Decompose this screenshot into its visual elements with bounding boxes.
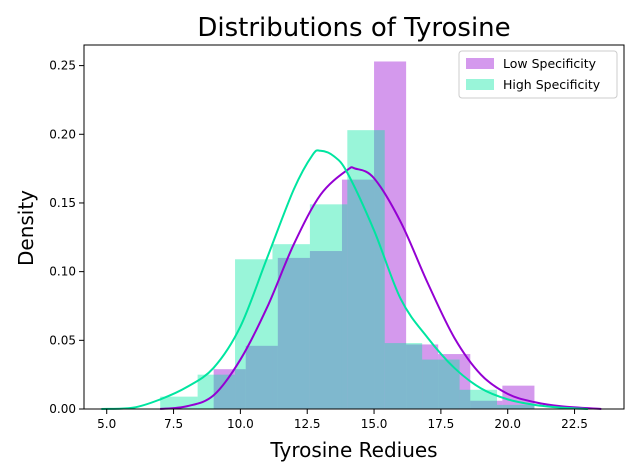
- series-2-bars: [160, 130, 535, 409]
- histogram-bar-2-4: [272, 244, 310, 409]
- histogram-bar-1-4: [309, 251, 342, 409]
- plot-area: 5.0 7.5 10.0 12.5 15.0 17.5 20.0 22.5 0.00 0.05 0.…: [49, 44, 625, 431]
- histogram-bar-1-8: [438, 354, 471, 409]
- histogram-bar-1-3: [277, 257, 310, 409]
- legend-label-2: High Specificity: [503, 77, 601, 92]
- x-tick-label-8: 22.5: [561, 417, 588, 431]
- kde-curve-2: [101, 149, 588, 410]
- histogram-bar-1-9: [470, 400, 503, 409]
- x-tick-label-6: 17.5: [428, 417, 455, 431]
- x-tick-label-2: 7.5: [164, 417, 183, 431]
- y-tick-label-1: 0.00: [49, 402, 76, 416]
- series-1-bars: [213, 61, 535, 409]
- histogram-bar-1-2: [245, 345, 278, 409]
- x-tick-label-3: 10.0: [227, 417, 254, 431]
- axes-frame: [83, 44, 625, 410]
- histogram-bar-1-6: [374, 61, 407, 409]
- x-tick-label-1: 5.0: [97, 417, 116, 431]
- legend: Low Specificity High Specificity: [458, 50, 618, 99]
- y-tick-label-4: 0.15: [49, 196, 76, 210]
- histogram-bar-2-9: [459, 389, 498, 409]
- y-tick-label-5: 0.20: [49, 127, 76, 141]
- x-tick-label-5: 15.0: [361, 417, 388, 431]
- legend-swatch-2: [466, 79, 494, 90]
- histogram-bar-2-7: [384, 343, 423, 409]
- y-tick-label-6: 0.25: [49, 59, 76, 73]
- x-tick-label-7: 20.0: [494, 417, 521, 431]
- histogram-bar-2-5: [309, 204, 348, 409]
- legend-box: [458, 50, 618, 99]
- x-tick-label-4: 12.5: [294, 417, 321, 431]
- y-axis-label: Density: [14, 190, 38, 266]
- x-axis-label: Tyrosine Rediues: [269, 438, 437, 462]
- legend-label-1: Low Specificity: [503, 56, 597, 71]
- legend-swatch-1: [466, 58, 494, 69]
- kde-curve-1: [160, 166, 602, 410]
- chart-title: Distributions of Tyrosine: [197, 13, 510, 43]
- y-tick-label-3: 0.10: [49, 265, 76, 279]
- histogram-bar-2-10: [497, 404, 535, 409]
- y-tick-label-2: 0.05: [49, 333, 76, 347]
- histogram-bar-1-7: [406, 344, 439, 409]
- histogram-bar-2-6: [347, 130, 385, 409]
